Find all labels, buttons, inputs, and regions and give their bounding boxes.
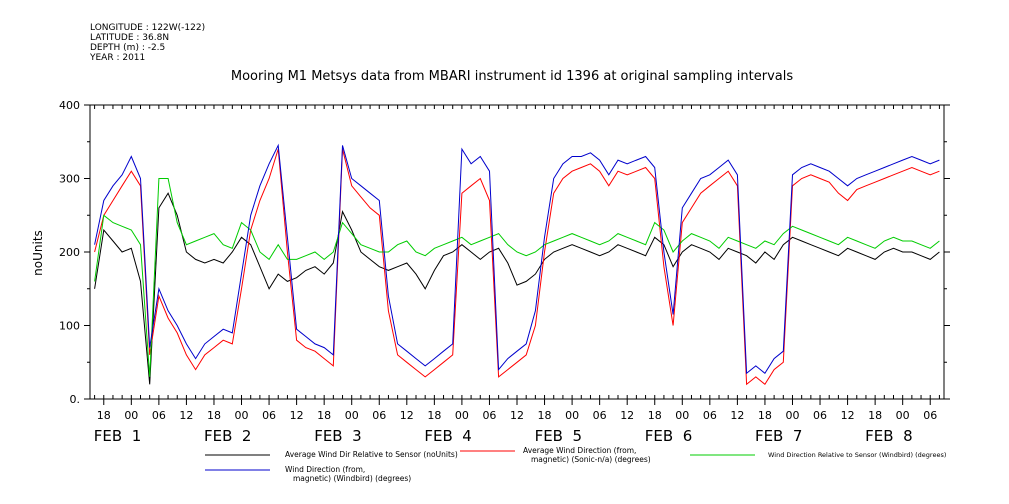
y-tick-label: 300 [59, 173, 80, 186]
plot-area [94, 143, 940, 386]
legend-label: magnetic) (Sonic-n/a) (degrees) [531, 455, 651, 464]
series-line-3 [94, 143, 940, 375]
y-tick-label: 400 [59, 99, 80, 112]
x-day-label: FEB 4 [424, 427, 471, 445]
x-day-label: FEB 8 [865, 427, 912, 445]
y-axis-label: noUnits [31, 230, 45, 276]
legend-label: magnetic) (Windbird) (degrees) [293, 474, 411, 483]
legend-item-3: Wind Direction (from,magnetic) (Windbird… [205, 465, 411, 483]
x-tick-label: 18 [427, 409, 441, 422]
x-day-label: FEB 5 [535, 427, 582, 445]
x-tick-label: 18 [648, 409, 662, 422]
meta-longitude: LONGITUDE : 122W(-122) [90, 23, 205, 33]
x-tick-label: 00 [675, 409, 689, 422]
x-tick-label: 18 [538, 409, 552, 422]
x-tick-label: 12 [400, 409, 414, 422]
x-tick-label: 00 [896, 409, 910, 422]
x-tick-label: 18 [317, 409, 331, 422]
meta-latitude: LATITUDE : 36.8N [90, 33, 169, 43]
legend-label: Wind Direction (from, [285, 465, 365, 474]
y-tick-label: 0. [70, 393, 81, 406]
x-tick-label: 12 [620, 409, 634, 422]
x-tick-label: 00 [455, 409, 469, 422]
legend-label: Wind Direction Relative to Sensor (Windb… [768, 451, 946, 459]
x-tick-label: 06 [593, 409, 607, 422]
legend-label: Average Wind Dir Relative to Sensor (noU… [285, 450, 458, 459]
axes: 18 00 06 12 18 00 06 12 18 00 06 12 18 00 06 12 18 00 06 12… [59, 99, 950, 445]
legend-item-0: Average Wind Dir Relative to Sensor (noU… [205, 450, 458, 459]
y-tick-label: 200 [59, 246, 80, 259]
x-tick-label: 18 [207, 409, 221, 422]
x-tick-label: 06 [703, 409, 717, 422]
x-day-label: FEB 6 [645, 427, 692, 445]
x-tick-label: 00 [235, 409, 249, 422]
legend-label: Average Wind Direction (from, [523, 446, 636, 455]
legend-item-1: Average Wind Direction (from,magnetic) (… [460, 446, 651, 464]
x-tick-label: 18 [758, 409, 772, 422]
metadata-block: LONGITUDE : 122W(-122) LATITUDE : 36.8N … [89, 23, 205, 63]
series-line-2 [94, 178, 940, 377]
meta-depth: DEPTH (m) : -2.5 [90, 43, 165, 53]
x-day-label: FEB 1 [94, 427, 141, 445]
x-day-label: FEB 2 [204, 427, 251, 445]
x-tick-label: 06 [923, 409, 937, 422]
y-tick-label: 100 [59, 320, 80, 333]
x-day-label: FEB 7 [755, 427, 802, 445]
chart-title: Mooring M1 Metsys data from MBARI instru… [231, 69, 793, 84]
x-tick-label: 06 [152, 409, 166, 422]
x-tick-label: 18 [868, 409, 882, 422]
x-tick-label: 06 [813, 409, 827, 422]
series-line-0 [94, 192, 940, 385]
x-tick-label: 18 [97, 409, 111, 422]
x-tick-label: 12 [179, 409, 193, 422]
x-tick-label: 06 [372, 409, 386, 422]
series-line-1 [94, 148, 940, 386]
x-tick-label: 00 [345, 409, 359, 422]
meta-year: YEAR : 2011 [89, 53, 145, 63]
x-tick-label: 12 [730, 409, 744, 422]
x-tick-label: 06 [482, 409, 496, 422]
x-tick-label: 06 [262, 409, 276, 422]
legend-item-2: Wind Direction Relative to Sensor (Windb… [690, 451, 946, 459]
x-tick-label: 12 [841, 409, 855, 422]
x-tick-label: 00 [565, 409, 579, 422]
x-day-label: FEB 3 [314, 427, 361, 445]
x-tick-label: 12 [510, 409, 524, 422]
x-tick-label: 00 [124, 409, 138, 422]
x-tick-label: 12 [290, 409, 304, 422]
legend: Average Wind Dir Relative to Sensor (noU… [205, 446, 946, 483]
x-tick-label: 00 [785, 409, 799, 422]
